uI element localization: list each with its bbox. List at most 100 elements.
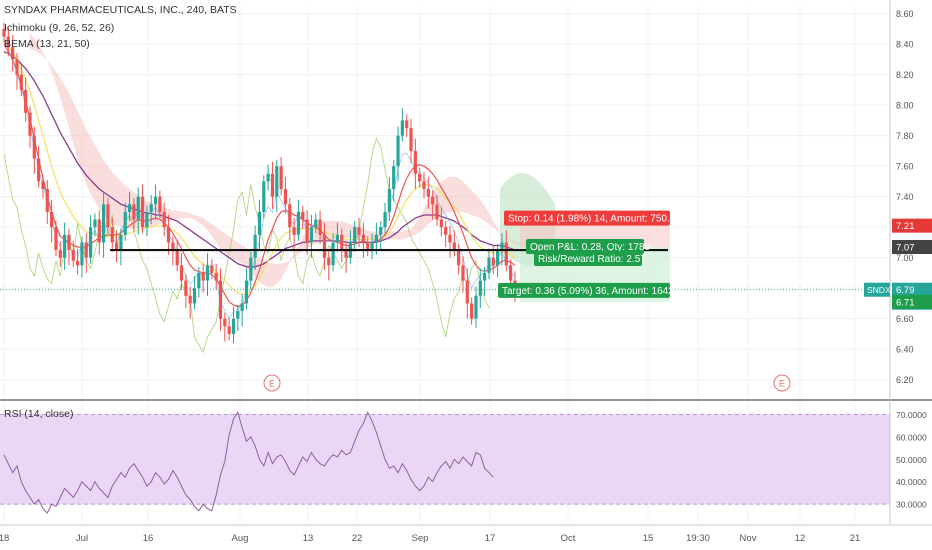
candle-body[interactable] [331,242,335,266]
candle-body[interactable] [231,318,236,334]
candle-body[interactable] [496,250,500,266]
stop-label-box[interactable] [504,210,670,226]
candle-body[interactable] [106,204,110,228]
earnings-marker-circle[interactable] [773,374,791,392]
candle-body[interactable] [491,257,495,266]
candle-body[interactable] [41,181,45,190]
candle-body[interactable] [483,272,487,281]
candle-body[interactable] [145,211,149,228]
risk-reward-label-box[interactable] [534,250,642,266]
candle-body[interactable] [28,112,32,136]
candle-body[interactable] [32,135,36,159]
candle-body[interactable] [357,227,361,235]
candle-body[interactable] [71,250,75,261]
candlesticks[interactable] [2,22,517,344]
candle-body[interactable] [435,204,439,220]
candle-body[interactable] [15,59,19,75]
candle-body[interactable] [37,158,41,182]
candle-body[interactable] [452,242,456,251]
candle-body[interactable] [6,36,10,48]
candle-body[interactable] [409,128,413,151]
candle-body[interactable] [270,173,275,197]
candle-body[interactable] [210,265,214,273]
candle-body[interactable] [2,28,6,37]
candle-body[interactable] [327,257,331,266]
candle-body[interactable] [439,219,443,228]
candle-body[interactable] [470,303,474,319]
candle-body[interactable] [171,242,175,251]
candle-body[interactable] [396,135,400,167]
candle-body[interactable] [149,204,153,212]
rsi-legend[interactable]: RSI (14, close) [4,408,74,420]
candle-body[interactable] [392,166,396,190]
candle-body[interactable] [487,257,491,273]
candle-body[interactable] [465,280,469,304]
candle-body[interactable] [444,227,448,235]
candle-body[interactable] [184,280,188,296]
candle-body[interactable] [266,173,270,182]
candle-body[interactable] [340,234,344,251]
candle-body[interactable] [301,211,305,220]
candle-body[interactable] [457,250,461,266]
candle-body[interactable] [101,204,106,243]
candle-body[interactable] [197,272,201,289]
candle-body[interactable] [218,280,223,319]
candle-body[interactable] [335,234,340,243]
candle-body[interactable] [366,242,370,251]
candle-body[interactable] [175,250,179,266]
target-label-box[interactable] [498,282,670,298]
candle-body[interactable] [249,257,253,281]
candle-body[interactable] [387,189,391,212]
candle-body[interactable] [322,234,327,258]
candle-body[interactable] [379,227,383,235]
candle-body[interactable] [509,265,513,281]
candle-body[interactable] [374,234,378,243]
candle-body[interactable] [314,219,318,228]
candle-body[interactable] [262,181,266,212]
candle-body[interactable] [422,181,426,190]
candle-body[interactable] [236,311,240,319]
candle-body[interactable] [426,189,430,197]
candle-body[interactable] [279,166,283,190]
candle-body[interactable] [132,204,136,220]
candle-body[interactable] [158,196,162,212]
candle-body[interactable] [361,234,365,243]
position-labels[interactable]: Stop: 0.14 (1.98%) 14, Amount: 750.1 Open… [498,210,683,298]
candle-body[interactable] [275,166,279,197]
candle-body[interactable] [127,204,132,212]
candle-body[interactable] [431,196,435,205]
candle-body[interactable] [296,211,301,235]
candle-body[interactable] [19,74,23,90]
candle-body[interactable] [461,265,465,281]
candle-body[interactable] [179,265,184,281]
candle-body[interactable] [162,211,166,228]
candle-body[interactable] [166,227,171,243]
candle-body[interactable] [504,242,508,266]
candle-body[interactable] [223,318,227,327]
candle-body[interactable] [292,227,296,235]
candle-body[interactable] [400,120,404,136]
candle-body[interactable] [413,150,417,174]
candle-body[interactable] [283,189,288,205]
candle-body[interactable] [153,196,158,205]
candle-body[interactable] [253,234,257,258]
candle-body[interactable] [93,219,97,228]
candle-body[interactable] [136,196,140,220]
candle-body[interactable] [288,204,292,228]
candle-body[interactable] [119,234,123,251]
candle-body[interactable] [54,227,58,251]
candle-body[interactable] [240,303,244,312]
candle-body[interactable] [474,295,478,319]
candle-body[interactable] [45,189,49,212]
candle-body[interactable] [344,250,348,258]
candle-body[interactable] [80,242,84,266]
candle-body[interactable] [11,47,15,60]
ichimoku-legend[interactable]: Ichimoku (9, 26, 52, 26) [4,22,115,34]
candle-body[interactable] [123,211,127,235]
candle-body[interactable] [370,242,374,251]
candle-body[interactable] [114,242,119,251]
candle-body[interactable] [353,227,357,243]
candle-body[interactable] [67,234,71,251]
candle-body[interactable] [318,219,322,235]
